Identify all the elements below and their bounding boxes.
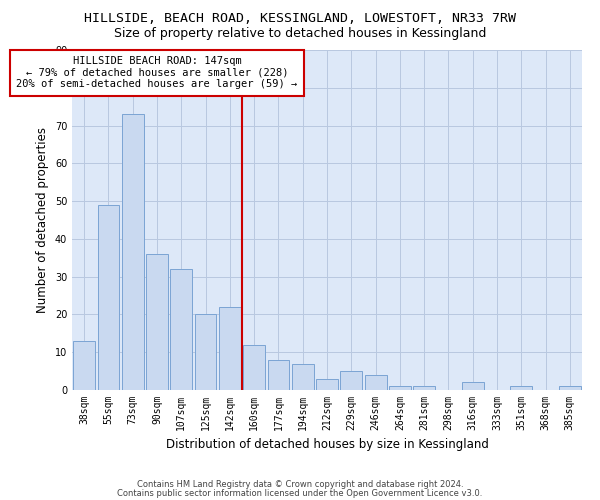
Bar [389,386,411,390]
Text: Contains public sector information licensed under the Open Government Licence v3: Contains public sector information licen… [118,489,482,498]
Bar [292,364,314,390]
Bar [73,341,95,390]
Bar [559,386,581,390]
Bar [97,205,119,390]
Bar [219,307,241,390]
Bar [146,254,168,390]
Bar [316,378,338,390]
Text: Contains HM Land Registry data © Crown copyright and database right 2024.: Contains HM Land Registry data © Crown c… [137,480,463,489]
Bar [122,114,143,390]
Bar [413,386,435,390]
Bar [340,371,362,390]
Y-axis label: Number of detached properties: Number of detached properties [36,127,49,313]
Bar [462,382,484,390]
Bar [170,269,192,390]
Text: Size of property relative to detached houses in Kessingland: Size of property relative to detached ho… [114,28,486,40]
Text: HILLSIDE, BEACH ROAD, KESSINGLAND, LOWESTOFT, NR33 7RW: HILLSIDE, BEACH ROAD, KESSINGLAND, LOWES… [84,12,516,26]
Bar [268,360,289,390]
Bar [243,344,265,390]
Bar [365,375,386,390]
X-axis label: Distribution of detached houses by size in Kessingland: Distribution of detached houses by size … [166,438,488,452]
Bar [194,314,217,390]
Text: HILLSIDE BEACH ROAD: 147sqm
← 79% of detached houses are smaller (228)
20% of se: HILLSIDE BEACH ROAD: 147sqm ← 79% of det… [16,56,298,90]
Bar [511,386,532,390]
